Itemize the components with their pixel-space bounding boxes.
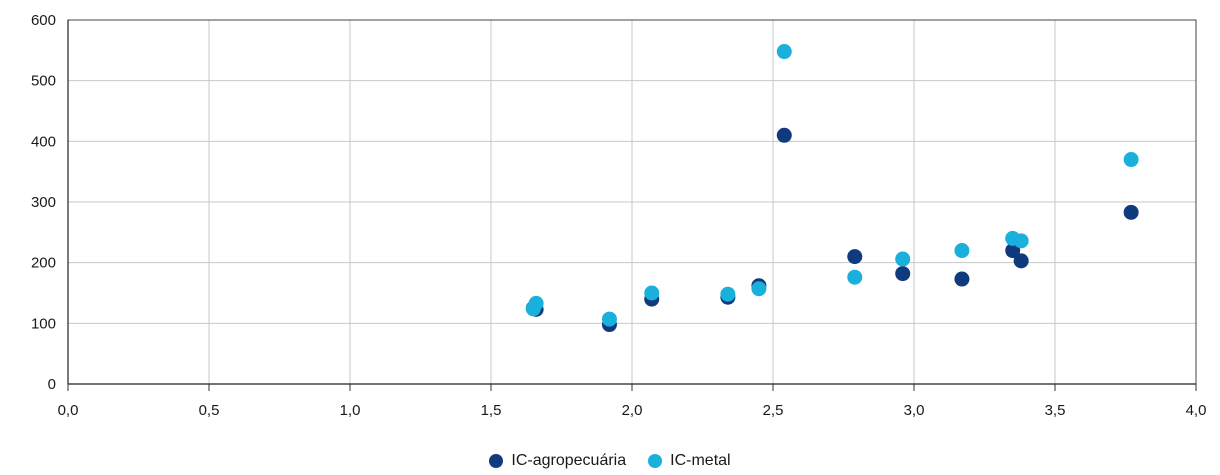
data-point-ic-metal — [1013, 233, 1029, 249]
data-point-ic-agropecuaria — [1013, 253, 1029, 269]
y-tick-label: 300 — [31, 194, 56, 211]
data-point-ic-agropecuaria — [1123, 204, 1139, 220]
legend-swatch — [489, 454, 504, 468]
legend-item-agropecuaria: IC-agropecuária — [489, 452, 626, 470]
x-tick-label: 0,5 — [199, 402, 220, 419]
data-point-ic-metal — [1123, 152, 1139, 168]
data-point-ic-metal — [895, 251, 911, 267]
x-tick-label: 2,5 — [763, 402, 784, 419]
y-tick-label: 600 — [31, 12, 56, 29]
x-tick-label: 3,0 — [904, 402, 925, 419]
y-tick-label: 400 — [31, 133, 56, 150]
data-point-ic-metal — [720, 286, 736, 302]
data-point-ic-metal — [751, 281, 767, 297]
legend-swatch — [648, 454, 663, 468]
data-point-ic-metal — [528, 295, 544, 311]
x-tick-label: 3,5 — [1045, 402, 1066, 419]
y-tick-label: 0 — [48, 376, 56, 393]
x-tick-label: 4,0 — [1186, 402, 1207, 419]
legend-label: IC-agropecuária — [511, 452, 627, 469]
legend-item-metal: IC-metal — [648, 452, 731, 470]
x-tick-label: 2,0 — [622, 402, 643, 419]
data-point-ic-metal — [847, 269, 863, 285]
x-tick-label: 1,0 — [340, 402, 361, 419]
scatter-chart: 0 100 200 300 400 500 600 0,0 0,5 1,0 1,5 2,0 2,5 3,0… — [31, 12, 1207, 419]
data-point-ic-agropecuaria — [1005, 243, 1021, 259]
legend-label: IC-metal — [670, 452, 731, 469]
x-tick-label: 0,0 — [58, 402, 79, 419]
legend: IC-agropecuária IC-metal — [0, 452, 1220, 470]
data-point-ic-agropecuaria — [954, 271, 970, 287]
data-point-ic-metal — [644, 285, 660, 301]
y-tick-label: 200 — [31, 255, 56, 272]
y-tick-label: 100 — [31, 315, 56, 332]
data-point-ic-agropecuaria — [776, 127, 792, 143]
data-point-ic-agropecuaria — [847, 249, 863, 265]
data-point-ic-metal — [601, 311, 617, 327]
x-tick-label: 1,5 — [481, 402, 502, 419]
data-point-ic-metal — [954, 243, 970, 259]
data-point-ic-metal — [776, 44, 792, 60]
data-point-ic-agropecuaria — [895, 266, 911, 282]
y-tick-label: 500 — [31, 73, 56, 90]
